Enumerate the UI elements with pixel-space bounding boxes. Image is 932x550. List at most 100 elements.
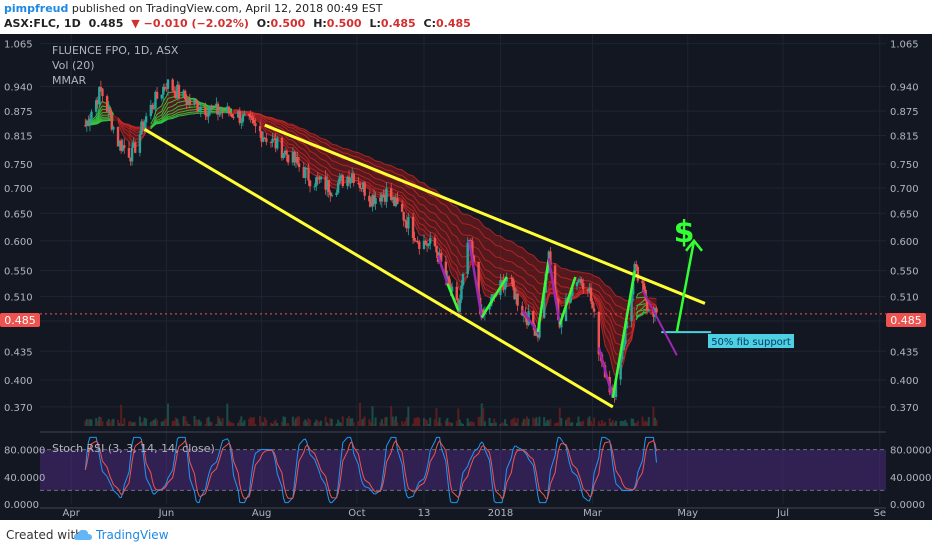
author-link[interactable]: pimpfreud: [4, 2, 69, 15]
volume-bar: [589, 421, 592, 426]
volume-bar: [298, 416, 301, 426]
candle-body: [514, 293, 518, 300]
candle-body: [140, 121, 143, 135]
volume-bar: [206, 417, 209, 426]
candle-body: [171, 79, 174, 91]
volume-bar: [532, 417, 535, 426]
candle-body: [199, 107, 202, 111]
volume-bar: [271, 423, 274, 426]
candle-body: [269, 141, 273, 143]
volume-bar: [99, 417, 102, 426]
volume-bar: [293, 420, 296, 426]
volume-bar: [313, 422, 316, 426]
candle-body: [455, 286, 458, 300]
volume-bar: [287, 423, 290, 426]
candle-body: [379, 197, 382, 202]
ohlc-line: ASX:FLC, 1D 0.485 ▼ −0.010 (−2.02%) O:0.5…: [4, 17, 475, 30]
stoch-rsi-pane: 80.0000 80.0000 40.0000 40.0000 0.0000 0.0000: [4, 436, 931, 511]
stoch-d-line: [84, 439, 657, 500]
candle-body: [471, 241, 474, 257]
volume-bar: [460, 422, 463, 426]
volume-bar: [184, 416, 187, 426]
volume-bar: [458, 419, 461, 426]
volume-bar: [499, 423, 502, 426]
volume-bar: [404, 421, 407, 426]
volume-bar: [305, 421, 308, 426]
candle-body: [271, 138, 274, 143]
volume-bar: [341, 416, 344, 426]
candle-body: [614, 379, 618, 398]
volume-bar: [440, 423, 443, 426]
volume-bar: [240, 416, 243, 426]
candle-body: [99, 87, 103, 89]
candle-body: [588, 287, 591, 292]
tradingview-link[interactable]: TradingView: [96, 528, 169, 542]
cloud-icon: [73, 529, 92, 540]
volume-bar: [613, 422, 616, 426]
volume-bar: [630, 418, 633, 426]
volume-bar: [490, 423, 493, 426]
candle-body: [385, 188, 388, 202]
volume-bar: [479, 416, 482, 426]
volume-bar: [291, 416, 294, 426]
candle-body: [110, 114, 114, 130]
volume-bar: [604, 421, 607, 426]
candle-body: [88, 118, 92, 125]
candle-body: [571, 286, 574, 297]
price-chart[interactable]: 80.0000 80.0000 40.0000 40.0000 0.0000 0.0000…: [0, 34, 932, 520]
y-tick-label: 0.370: [890, 403, 919, 414]
candle-body: [307, 168, 310, 181]
candle-body: [160, 94, 163, 99]
volume-bar: [142, 421, 145, 426]
candle-body: [85, 120, 89, 126]
upper-trendline: [264, 123, 706, 305]
volume-bar: [273, 421, 276, 426]
volume-bar: [493, 418, 496, 426]
candle-body: [152, 108, 156, 110]
candle-body: [619, 359, 622, 380]
volume-bar: [185, 420, 188, 426]
candle-body: [329, 192, 332, 196]
volume-bar: [390, 405, 393, 426]
candle-body: [98, 87, 101, 105]
candle-body: [580, 279, 583, 284]
volume-bar: [324, 416, 327, 426]
volume-bar: [348, 416, 351, 426]
candle-body: [382, 194, 385, 196]
volume-bar: [396, 422, 399, 426]
volume-bar: [480, 403, 483, 426]
volume-bar: [95, 418, 98, 426]
volume-bar: [174, 417, 177, 426]
candle-body: [101, 88, 104, 97]
candle-body: [249, 115, 252, 118]
volume-bar: [407, 406, 410, 426]
volume-bar: [199, 421, 202, 426]
y-tick-label: 0.550: [4, 267, 33, 278]
candle-body: [358, 183, 362, 189]
candle-body: [262, 137, 265, 142]
candle-body: [252, 119, 256, 124]
volume-bar: [505, 423, 508, 426]
volume-bar: [282, 416, 285, 426]
volume-bar: [525, 416, 528, 426]
candle-body: [577, 280, 580, 283]
volume-bar: [215, 423, 218, 426]
volume-bar: [195, 419, 198, 426]
candle-body: [204, 107, 207, 116]
volume-bar: [580, 421, 583, 426]
volume-bar: [447, 421, 450, 426]
candle-body: [433, 237, 437, 247]
volume-bar: [394, 416, 397, 426]
candle-body: [134, 142, 137, 153]
y-tick-label: 0.875: [4, 107, 33, 118]
x-tick-label: Aug: [252, 508, 272, 519]
volume-bar: [538, 416, 541, 426]
volume-bar: [625, 422, 628, 426]
candle-body: [215, 103, 218, 109]
volume-bar: [610, 422, 613, 426]
candle-body: [207, 110, 210, 117]
candles: [84, 77, 658, 403]
volume-bar: [318, 421, 321, 426]
candle-body: [578, 279, 582, 281]
candle-body: [416, 241, 419, 243]
